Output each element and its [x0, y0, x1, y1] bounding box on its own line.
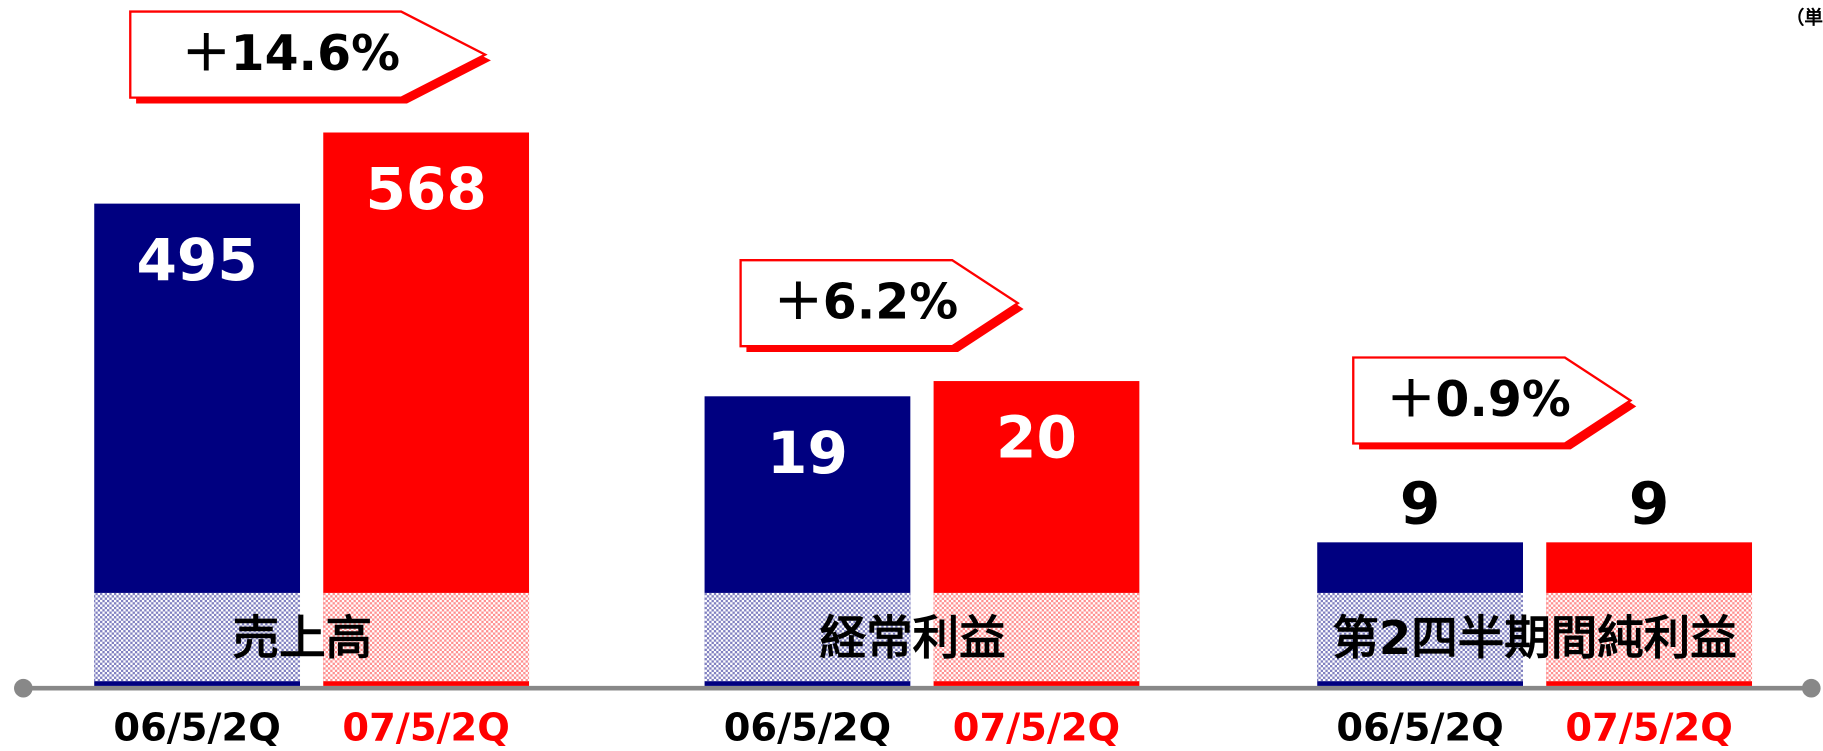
bar-hatch [933, 592, 1140, 682]
bar-hatch [1317, 592, 1523, 682]
x-tick-label: 07/5/2Q [342, 706, 509, 751]
callout [129, 10, 488, 99]
value-label: 568 [365, 155, 486, 223]
category-label: 経常利益 [820, 611, 1006, 665]
growth-label: ＋0.9% [1387, 371, 1571, 428]
category-label: 売上高 [233, 611, 373, 665]
value-label: 19 [767, 419, 848, 487]
baseline-end [14, 678, 33, 698]
category-label: 第2四半期間純利益 [1332, 611, 1736, 665]
baseline-end [1802, 678, 1821, 698]
growth-label: ＋6.2% [774, 273, 958, 330]
x-tick-label: 06/5/2Q [724, 706, 891, 751]
unit-note: （単 [1786, 7, 1823, 29]
x-tick-label: 06/5/2Q [1336, 706, 1503, 751]
x-tick-label: 07/5/2Q [1565, 706, 1732, 751]
value-label: 9 [1400, 470, 1440, 538]
x-tick-label: 06/5/2Q [113, 706, 280, 751]
callout [1352, 356, 1633, 445]
bar-hatch [323, 592, 530, 682]
bar-hatch [704, 592, 911, 682]
callout [739, 258, 1020, 348]
x-tick-label: 07/5/2Q [953, 706, 1120, 751]
value-label: 495 [136, 226, 257, 294]
value-label: 20 [996, 404, 1077, 472]
growth-label: ＋14.6% [182, 25, 400, 82]
value-label: 9 [1629, 470, 1669, 538]
bar-hatch [1546, 592, 1753, 682]
bar-hatch [94, 592, 301, 682]
